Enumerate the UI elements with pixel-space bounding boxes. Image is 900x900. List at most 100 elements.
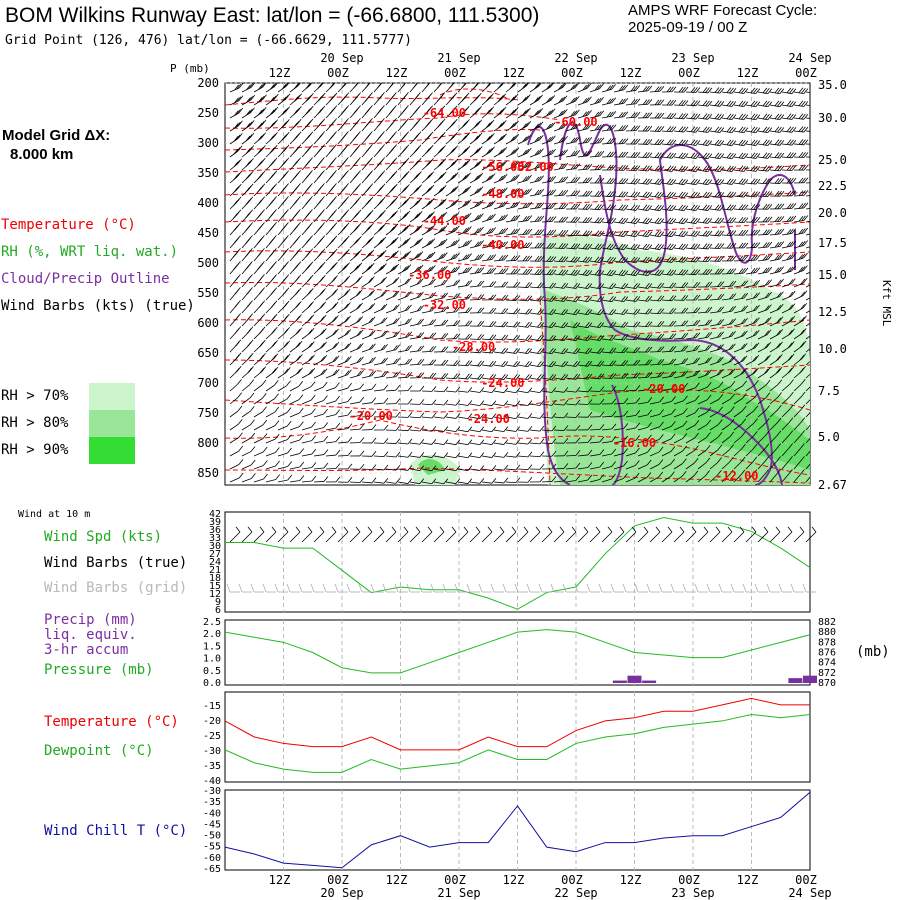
wind-barb-275 <box>589 150 605 158</box>
barb-flag <box>261 119 267 126</box>
wind-barb-315 <box>481 159 496 171</box>
barb-shaft <box>733 117 744 121</box>
wind-barb-252 <box>313 144 325 158</box>
barb-flag <box>816 139 820 144</box>
barb-flag <box>585 164 590 170</box>
barb-flag <box>272 83 277 89</box>
barb-flag <box>574 83 580 89</box>
barb-flag <box>476 160 481 167</box>
barb-flag <box>497 109 503 116</box>
barb-flag <box>657 139 662 145</box>
wind-barb-284 <box>697 152 713 160</box>
barb-flag <box>762 100 768 107</box>
wind-barb-43 <box>745 87 761 95</box>
barb-flag <box>719 140 725 146</box>
wind-barb-71 <box>493 93 507 106</box>
wind-barb-196 <box>229 133 243 145</box>
wind-barb-76 <box>553 95 568 106</box>
wind-barb-142 <box>757 113 773 121</box>
barb-flag <box>262 94 267 100</box>
barb-flag <box>630 165 636 171</box>
wind-barbs-field <box>229 83 820 485</box>
barb-shaft <box>613 129 625 132</box>
barb-flag <box>524 162 530 168</box>
barb-flag <box>233 148 239 155</box>
barb-flag <box>527 161 532 167</box>
barb-flag <box>695 87 701 93</box>
barb-flag <box>693 87 698 93</box>
wind-barb-10 <box>349 83 359 93</box>
barb-flag <box>707 100 713 107</box>
barb-flag <box>738 126 744 133</box>
wind-barb-305 <box>361 157 373 171</box>
barb-flag <box>767 101 773 107</box>
wind-barb-342 <box>805 169 810 171</box>
barb-flag <box>693 152 698 159</box>
barb-flag <box>489 106 495 112</box>
barb-flag <box>726 139 732 146</box>
barb-flag <box>693 166 698 172</box>
wind-barb-201 <box>289 131 302 145</box>
barb-flag <box>514 160 520 167</box>
barb-flag <box>558 163 564 170</box>
barb-flag <box>473 96 478 102</box>
wind-barb-113 <box>409 105 421 119</box>
wind-barb-11 <box>361 83 371 93</box>
barb-flag <box>487 108 493 114</box>
barb-flag <box>633 112 638 118</box>
barb-flag <box>548 96 553 102</box>
barb-flag <box>524 122 529 128</box>
barb-flag <box>305 122 310 128</box>
forecast-cycle-value: 2025-09-19 / 00 Z <box>628 19 748 36</box>
barb-flag <box>729 87 734 94</box>
wind-barb-270 <box>529 148 544 158</box>
wind-barb-348 <box>289 170 301 184</box>
barb-flag <box>654 99 660 106</box>
wind-barb-95 <box>781 100 797 108</box>
barb-flag <box>451 133 456 140</box>
wind-barb-231 <box>649 139 665 146</box>
barb-flag <box>449 122 454 128</box>
barb-flag <box>463 160 469 167</box>
barb-flag <box>273 132 278 138</box>
barb-flag <box>777 88 782 94</box>
wind-barb-333 <box>697 165 713 173</box>
barb-flag <box>424 83 430 89</box>
forecast-cycle-label: AMPS WRF Forecast Cycle: <box>628 2 818 19</box>
barb-flag <box>376 95 382 102</box>
barb-flag <box>572 137 578 143</box>
barb-flag <box>473 122 479 129</box>
barb-flag <box>522 136 527 143</box>
wind-barb-101 <box>265 106 279 119</box>
wind-barb-353 <box>349 170 361 184</box>
wind-barb-90 <box>721 100 737 107</box>
barb-flag <box>633 98 638 105</box>
barb-flag <box>238 83 244 89</box>
barb-flag <box>606 151 612 158</box>
barb-flag <box>449 83 454 89</box>
barb-flag <box>259 146 264 153</box>
wind-barb-69 <box>469 92 482 106</box>
barb-flag <box>731 114 737 120</box>
wind-barb-87 <box>685 100 701 107</box>
barb-flag <box>726 152 732 159</box>
barb-flag <box>683 153 689 159</box>
barb-flag <box>273 94 279 100</box>
barb-flag <box>269 174 274 180</box>
barb-flag <box>561 163 566 169</box>
wind-barb-260 <box>409 144 422 158</box>
wind-barb-62 <box>385 92 397 106</box>
barb-flag <box>490 146 495 153</box>
barb-flag <box>690 113 696 119</box>
barb-flag <box>594 124 600 131</box>
barb-flag <box>261 107 267 113</box>
barb-flag <box>513 83 517 86</box>
barb-flag <box>538 121 544 127</box>
wind-barb-78 <box>577 96 592 106</box>
barb-flag <box>779 152 785 159</box>
barb-flag <box>618 85 624 92</box>
barb-flag <box>341 109 346 115</box>
barb-flag <box>609 98 614 104</box>
barb-flag <box>317 83 323 89</box>
wind-barb-153 <box>301 118 314 132</box>
